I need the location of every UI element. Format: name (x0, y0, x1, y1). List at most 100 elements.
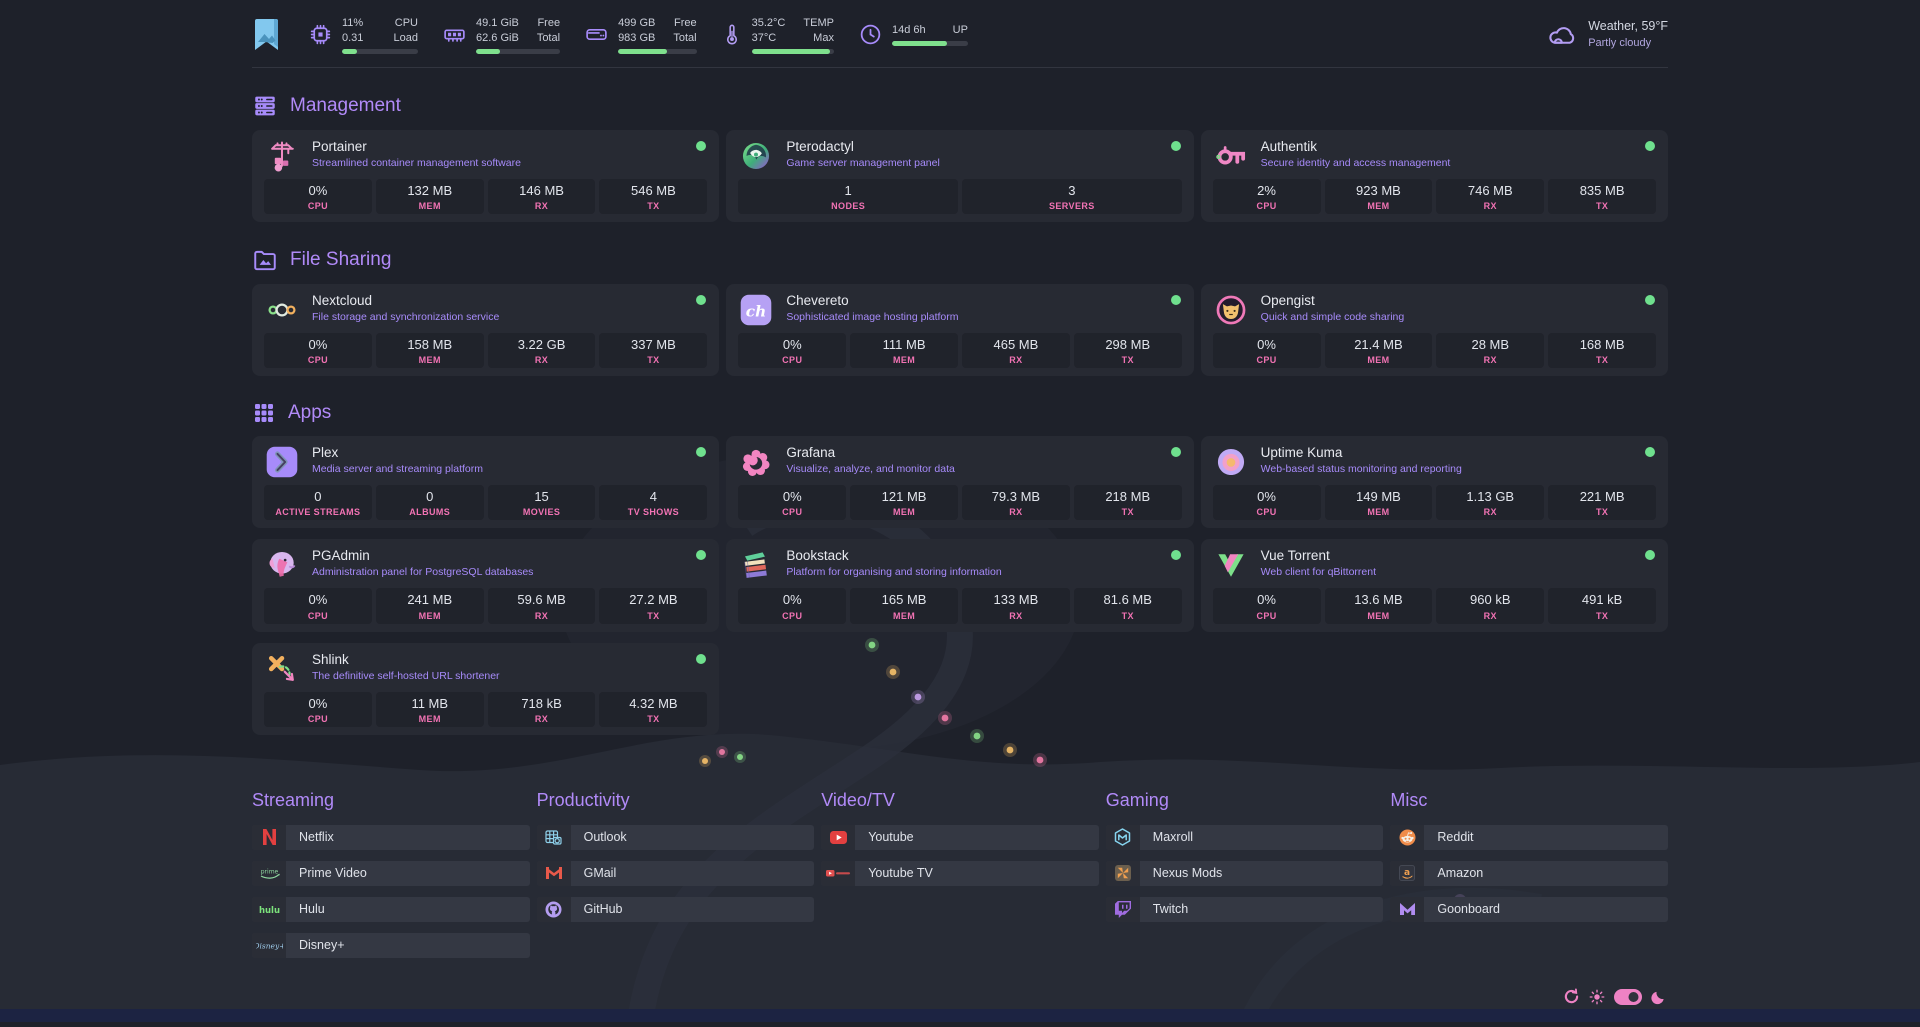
service-stat: 241 MB MEM (375, 588, 484, 624)
service-card-shlink[interactable]: Shlink The definitive self-hosted URL sho… (252, 642, 720, 735)
service-stat: 149 MB MEM (1324, 485, 1433, 521)
weather-temperature: Weather, 59°F (1588, 19, 1668, 34)
status-dot-online (1645, 294, 1655, 305)
svg-text:hulu: hulu (258, 906, 279, 915)
bookmark-netflix[interactable]: Netflix (252, 824, 530, 850)
widget-label: Total (536, 31, 561, 44)
stat-label: RX (1009, 507, 1023, 518)
service-card-portainer[interactable]: Portainer Streamlined container managemen… (252, 129, 720, 222)
stat-label: RX (1483, 200, 1497, 211)
stat-label: CPU (307, 610, 329, 621)
service-title: Chevereto (786, 292, 849, 308)
system-widgets: 11% CPU 0.31 Load 49.1 GiB Free 62.6 GiB Total 4… (308, 16, 968, 54)
stat-label: MEM (1367, 355, 1390, 366)
stat-value: 491 kB (1581, 592, 1623, 608)
stat-label: MEM (892, 507, 916, 518)
stat-label: MOVIES (522, 507, 561, 518)
stat-value: 1.13 GB (1466, 489, 1515, 505)
nexusmods-icon (1114, 865, 1131, 882)
bookmark-github[interactable]: GitHub (536, 896, 815, 922)
bookmark-gmail[interactable]: GMail (536, 860, 815, 886)
stat-label: RX (1483, 610, 1497, 621)
service-card-nextcloud[interactable]: Nextcloud File storage and synchronizatio… (252, 283, 720, 377)
stat-value: 0% (1257, 592, 1276, 608)
stat-label: MEM (1367, 507, 1390, 518)
stat-label: RX (534, 355, 549, 366)
maxroll-icon (1114, 828, 1131, 847)
service-card-bookstack[interactable]: Bookstack Platform for organising and sto… (726, 539, 1194, 632)
stat-label: CPU (1256, 507, 1277, 518)
stat-value: 28 MB (1471, 336, 1510, 352)
widget-progress-fill (342, 48, 358, 54)
bookmark-youtube-tv[interactable]: Youtube TV (821, 860, 1099, 886)
stat-value: 0% (308, 695, 328, 711)
stat-label: TX (647, 200, 660, 211)
nextcloud-icon (264, 292, 300, 328)
bookmark-twitch[interactable]: Twitch (1105, 896, 1384, 922)
bookmark-reddit[interactable]: Reddit (1390, 824, 1668, 850)
bookmark-hulu[interactable]: hulu Hulu (252, 896, 530, 922)
widget-value: 62.6 GiB (476, 31, 519, 44)
service-stat: 1.13 GB RX (1436, 485, 1545, 521)
service-card-opengist[interactable]: Opengist Quick and simple code sharing 0% C… (1200, 283, 1668, 377)
service-stat: 4.32 MB TX (599, 691, 708, 727)
gmail-icon (545, 867, 562, 880)
stat-value: 546 MB (630, 182, 676, 198)
theme-toggle-button[interactable] (1614, 988, 1642, 1005)
widget-value: 35.2°C (751, 17, 786, 29)
amazon-icon: a (1399, 865, 1416, 882)
widget-memory: 49.1 GiB Free 62.6 GiB Total (442, 16, 561, 54)
weather-widget: Weather, 59°F Partly cloudy (1545, 18, 1668, 51)
service-stat: 0% CPU (738, 588, 847, 624)
bookmark-amazon[interactable]: a Amazon (1390, 860, 1668, 886)
service-card-grafana[interactable]: Grafana Visualize, analyze, and monitor d… (726, 436, 1194, 529)
service-description: Game server management panel (786, 156, 940, 169)
service-card-pterodactyl[interactable]: Pterodactyl Game server management panel 1… (726, 129, 1194, 222)
widget-value: 983 GB (618, 31, 656, 44)
service-card-uptime-kuma[interactable]: Uptime Kuma Web-based status monitoring a… (1200, 436, 1668, 529)
theme-light-button[interactable] (1589, 989, 1605, 1005)
bookmark-outlook[interactable]: Outlook (536, 824, 815, 850)
stat-value: 960 kB (1470, 592, 1511, 608)
refresh-button[interactable] (1563, 988, 1580, 1005)
service-description: Sophisticated image hosting platform (786, 310, 959, 323)
bookmark-youtube[interactable]: Youtube (821, 824, 1099, 850)
widget-label: TEMP (803, 17, 834, 29)
service-stat: 0% CPU (264, 588, 372, 624)
bookmark-goonboard[interactable]: Goonboard (1390, 896, 1668, 922)
widget-value: 37°C (751, 31, 777, 44)
stat-value: 0% (1257, 489, 1276, 505)
stat-label: CPU (782, 507, 803, 518)
service-card-vue-torrent[interactable]: Vue Torrent Web client for qBittorrent 0% C… (1200, 539, 1668, 632)
youtube-icon (829, 830, 847, 844)
section-title: File Sharing (290, 248, 392, 270)
service-card-pgadmin[interactable]: PGAdmin Administration panel for PostgreS… (252, 539, 720, 632)
bookmark-disney[interactable]: Disney+ Disney+ (252, 932, 530, 958)
service-stat: 79.3 MB RX (961, 485, 1070, 521)
service-card-chevereto[interactable]: ch Chevereto Sophisticated image hosting p… (726, 283, 1194, 377)
bottom-wave-strip (0, 1009, 1920, 1022)
bookmark-prime-video[interactable]: prime Prime Video (252, 860, 530, 886)
stat-value: 149 MB (1356, 489, 1401, 505)
stat-value: 298 MB (1105, 336, 1151, 352)
stat-label: TX (1595, 610, 1609, 621)
service-card-authentik[interactable]: Authentik Secure identity and access mana… (1200, 129, 1668, 222)
service-stat: 15 MOVIES (487, 485, 596, 521)
theme-dark-button[interactable] (1651, 989, 1666, 1005)
service-stat: 11 MB MEM (375, 691, 484, 727)
stat-value: 746 MB (1467, 182, 1513, 198)
service-stat: 0 ACTIVE STREAMS (264, 485, 372, 521)
stat-value: 146 MB (519, 182, 564, 198)
bookmark-nexus-mods[interactable]: Nexus Mods (1105, 860, 1384, 886)
service-title: Vue Torrent (1260, 548, 1330, 564)
service-stat: 0% CPU (264, 178, 372, 214)
service-stat: 465 MB RX (961, 332, 1070, 369)
widget-progress-fill (891, 41, 947, 47)
service-stat: 165 MB MEM (850, 588, 958, 624)
bookmark-label: Twitch (1152, 902, 1189, 917)
service-stat: 0% CPU (264, 691, 372, 727)
service-title: Shlink (312, 651, 349, 667)
bookmark-maxroll[interactable]: Maxroll (1105, 824, 1384, 850)
service-stat: 0% CPU (264, 332, 372, 369)
service-card-plex[interactable]: Plex Media server and streaming platform 0… (252, 436, 720, 529)
